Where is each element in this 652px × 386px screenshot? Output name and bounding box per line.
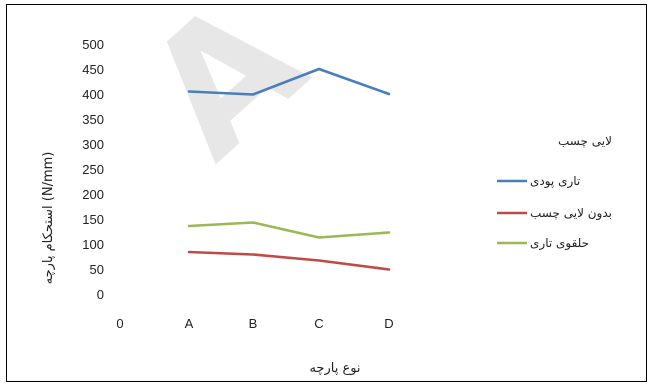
y-axis-title: استحکام پارچه (N/mm)	[41, 152, 56, 285]
y-tick-label: 400	[82, 87, 104, 102]
y-tick-label: 50	[90, 262, 104, 277]
y-tick-label: 250	[82, 162, 104, 177]
y-tick-label: 450	[82, 62, 104, 77]
x-tick-label: C	[314, 316, 323, 331]
x-axis-ticks: 0 A B C D	[116, 316, 393, 331]
series-line-1	[187, 67, 391, 96]
chart-frame	[6, 4, 647, 382]
series-line-3	[187, 221, 391, 239]
legend-title: لایی چسب	[558, 134, 612, 148]
series-lines	[187, 67, 391, 271]
series-line-2	[187, 250, 391, 271]
x-tick-label: 0	[116, 316, 123, 331]
y-tick-label: 300	[82, 137, 104, 152]
y-tick-label: 200	[82, 187, 104, 202]
x-tick-label: A	[185, 316, 194, 331]
y-tick-label: 350	[82, 112, 104, 127]
legend-label-1: تاری پودی	[530, 174, 580, 189]
legend: لایی چسب تاری پودی بدون لایی چسب حلقوی تاری	[497, 134, 612, 251]
y-tick-label: 100	[82, 237, 104, 252]
watermark: A	[110, 0, 340, 195]
legend-label-3: حلقوی تاری	[530, 236, 589, 251]
x-tick-label: B	[249, 316, 258, 331]
x-tick-label: D	[384, 316, 393, 331]
x-axis-title: نوع پارچه	[309, 361, 360, 376]
y-tick-label: 500	[82, 37, 104, 52]
y-tick-label: 0	[97, 287, 104, 302]
y-tick-label: 150	[82, 212, 104, 227]
legend-label-2: بدون لایی چسب	[530, 206, 612, 221]
